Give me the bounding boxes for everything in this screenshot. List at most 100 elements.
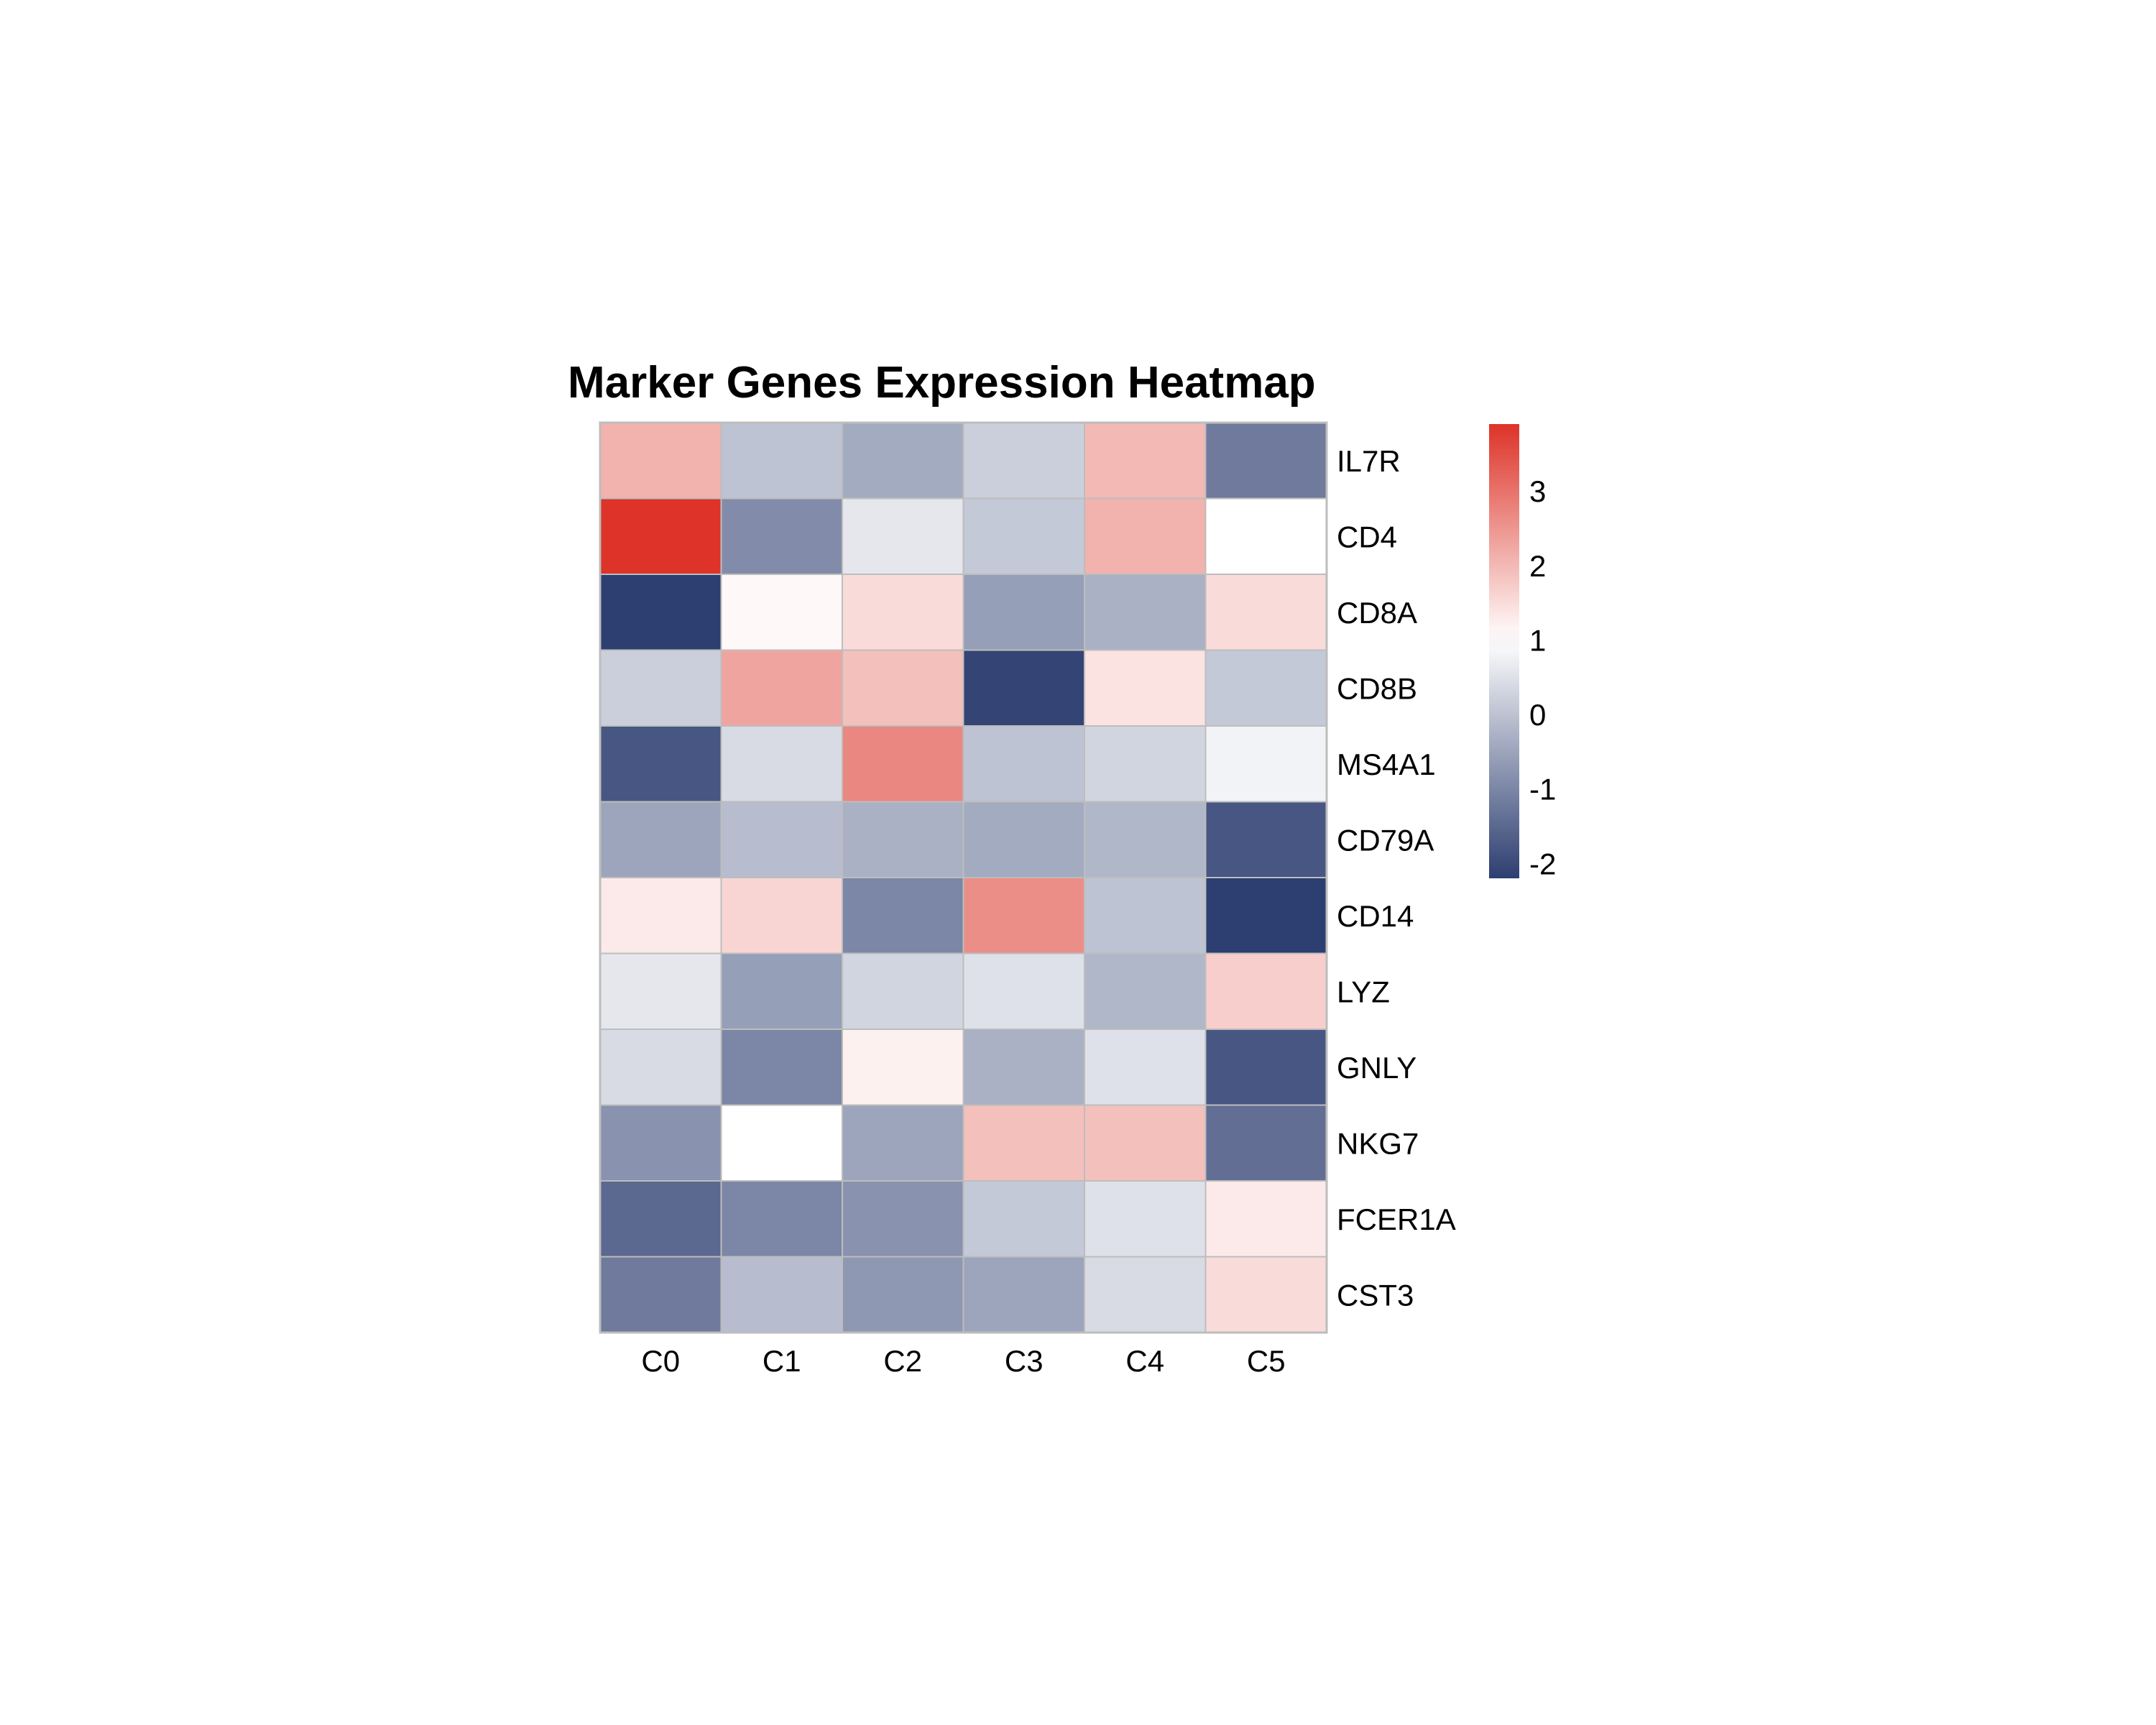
row-label: IL7R [1337, 444, 1401, 478]
colorbar-tick-label: 1 [1529, 623, 1546, 657]
row-label: CD4 [1337, 520, 1397, 553]
colorbar-tick-label: 3 [1529, 474, 1546, 508]
heatmap-cell-NKG7-C1 [720, 1104, 843, 1182]
heatmap-cell-GNLY-C2 [842, 1029, 964, 1106]
heatmap-cell-GNLY-C5 [1204, 1029, 1327, 1106]
heatmap-cell-CD14-C2 [842, 877, 964, 954]
heatmap-cell-CD14-C0 [599, 877, 722, 954]
heatmap-cell-CD79A-C2 [842, 801, 964, 878]
heatmap-cell-CD8B-C4 [1084, 649, 1207, 727]
heatmap-cell-FCER1A-C1 [720, 1180, 843, 1258]
heatmap-cell-CD14-C1 [720, 877, 843, 954]
heatmap-cell-CD4-C3 [962, 497, 1085, 575]
chart-title: Marker Genes Expression Heatmap [568, 358, 1316, 408]
heatmap-cell-CST3-C2 [842, 1256, 964, 1333]
heatmap-cell-CD4-C4 [1084, 497, 1207, 575]
heatmap-cell-FCER1A-C0 [599, 1180, 722, 1258]
heatmap-cell-CD8A-C1 [720, 574, 843, 651]
heatmap-cell-NKG7-C0 [599, 1104, 722, 1182]
heatmap-cell-CD8B-C0 [599, 649, 722, 727]
heatmap-cell-LYZ-C4 [1084, 952, 1207, 1030]
row-label: CD79A [1337, 823, 1434, 857]
heatmap-cell-CST3-C1 [720, 1256, 843, 1333]
heatmap-cell-MS4A1-C1 [720, 725, 843, 803]
column-label: C3 [1005, 1344, 1044, 1378]
heatmap-cell-GNLY-C3 [962, 1029, 1085, 1106]
heatmap-cell-CD8B-C2 [842, 649, 964, 727]
row-label: NKG7 [1337, 1126, 1419, 1160]
heatmap-cell-NKG7-C4 [1084, 1104, 1207, 1182]
heatmap-cell-MS4A1-C0 [599, 725, 722, 803]
heatmap-cell-NKG7-C5 [1204, 1104, 1327, 1182]
row-label: CD8A [1337, 596, 1417, 630]
heatmap-cell-GNLY-C4 [1084, 1029, 1207, 1106]
colorbar-gradient [1489, 424, 1519, 878]
heatmap-cell-FCER1A-C4 [1084, 1180, 1207, 1258]
heatmap-cell-CST3-C3 [962, 1256, 1085, 1333]
heatmap-cell-IL7R-C4 [1084, 422, 1207, 500]
heatmap-cell-CD79A-C0 [599, 801, 722, 878]
heatmap-cell-CD14-C5 [1204, 877, 1327, 954]
colorbar: -2 -1 0 1 2 3 [1489, 424, 1556, 880]
heatmap-cell-MS4A1-C3 [962, 725, 1085, 803]
heatmap-cell-CST3-C0 [599, 1256, 722, 1333]
column-label: C0 [641, 1344, 680, 1378]
heatmap-cell-CD79A-C1 [720, 801, 843, 878]
heatmap-cell-CST3-C4 [1084, 1256, 1207, 1333]
heatmap-border [599, 421, 1328, 1334]
row-label: CST3 [1337, 1278, 1414, 1312]
heatmap-cell-FCER1A-C3 [962, 1180, 1085, 1258]
row-label: CD8B [1337, 671, 1417, 705]
heatmap-cell-LYZ-C2 [842, 952, 964, 1030]
heatmap-cell-CD8A-C4 [1084, 574, 1207, 651]
heatmap-cell-CD8A-C0 [599, 574, 722, 651]
colorbar-tick-label: -1 [1529, 773, 1556, 806]
colorbar-tick-label: 2 [1529, 549, 1546, 583]
row-label: MS4A1 [1337, 748, 1436, 781]
heatmap-cell-CD14-C4 [1084, 877, 1207, 954]
heatmap-cell-GNLY-C1 [720, 1029, 843, 1106]
heatmap-cell-CD8A-C5 [1204, 574, 1327, 651]
heatmap-cell-NKG7-C2 [842, 1104, 964, 1182]
heatmap-cell-FCER1A-C2 [842, 1180, 964, 1258]
row-label: GNLY [1337, 1051, 1416, 1085]
heatmap-cell-IL7R-C3 [962, 422, 1085, 500]
heatmap-cell-CD14-C3 [962, 877, 1085, 954]
row-label: CD14 [1337, 899, 1414, 933]
heatmap-cell-MS4A1-C5 [1204, 725, 1327, 803]
heatmap-cell-CD79A-C4 [1084, 801, 1207, 878]
heatmap-cell-LYZ-C1 [720, 952, 843, 1030]
column-label: C2 [883, 1344, 922, 1378]
heatmap-cell-CD8B-C3 [962, 649, 1085, 727]
heatmap-cell-CD8A-C3 [962, 574, 1085, 651]
heatmap-cell-CD8B-C1 [720, 649, 843, 727]
heatmap-cell-LYZ-C3 [962, 952, 1085, 1030]
heatmap-cell-LYZ-C5 [1204, 952, 1327, 1030]
column-label: C5 [1247, 1344, 1286, 1378]
row-label: FCER1A [1337, 1202, 1456, 1236]
heatmap-cell-GNLY-C0 [599, 1029, 722, 1106]
row-label: LYZ [1337, 975, 1390, 1008]
heatmap-cell-MS4A1-C4 [1084, 725, 1207, 803]
heatmap-cell-IL7R-C1 [720, 422, 843, 500]
colorbar-tick-label: -2 [1529, 847, 1556, 880]
heatmap-cell-LYZ-C0 [599, 952, 722, 1030]
heatmap-cell-CD4-C0 [599, 497, 722, 575]
row-labels: IL7R CD4 CD8A CD8B MS4A1 CD79A CD14 LYZ GNLY NKG7… [1337, 444, 1456, 1312]
heatmap-cell-CD8A-C2 [842, 574, 964, 651]
heatmap-cells [599, 422, 1327, 1333]
heatmap-cell-CD8B-C5 [1204, 649, 1327, 727]
heatmap-cell-NKG7-C3 [962, 1104, 1085, 1182]
colorbar-tick-label: 0 [1529, 698, 1546, 732]
heatmap-cell-CD4-C1 [720, 497, 843, 575]
heatmap-cell-CD79A-C5 [1204, 801, 1327, 878]
heatmap-cell-MS4A1-C2 [842, 725, 964, 803]
heatmap-cell-CD79A-C3 [962, 801, 1085, 878]
heatmap-cell-CD4-C5 [1204, 497, 1327, 575]
column-label: C4 [1125, 1344, 1164, 1378]
column-label: C1 [763, 1344, 801, 1378]
column-labels: C0 C1 C2 C3 C4 C5 [641, 1344, 1285, 1378]
heatmap-cell-CD4-C2 [842, 497, 964, 575]
heatmap-cell-FCER1A-C5 [1204, 1180, 1327, 1258]
